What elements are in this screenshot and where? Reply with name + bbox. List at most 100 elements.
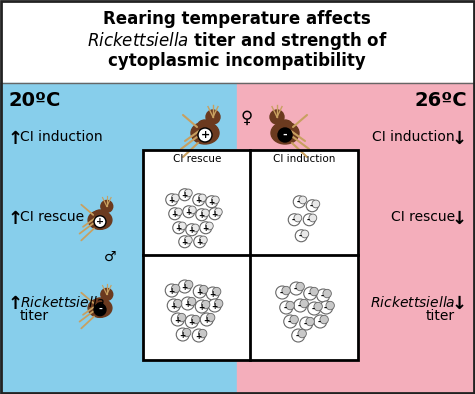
Circle shape	[206, 222, 213, 230]
Text: titer: titer	[426, 309, 455, 323]
Circle shape	[214, 299, 223, 308]
Circle shape	[191, 315, 200, 324]
Circle shape	[290, 282, 303, 295]
Text: +: +	[211, 302, 217, 310]
Text: -: -	[98, 305, 102, 314]
Circle shape	[326, 301, 334, 310]
Text: -: -	[297, 198, 300, 207]
Ellipse shape	[94, 298, 106, 307]
Circle shape	[310, 287, 318, 296]
Text: +: +	[211, 210, 217, 219]
Text: +: +	[96, 217, 104, 226]
Circle shape	[171, 313, 184, 326]
Circle shape	[195, 300, 208, 313]
Circle shape	[209, 208, 221, 220]
Bar	[0, 0, 475, 83]
Circle shape	[294, 214, 302, 222]
Circle shape	[206, 287, 219, 300]
Circle shape	[278, 128, 292, 142]
Text: $\it{Rickettsiella}$: $\it{Rickettsiella}$	[20, 295, 105, 310]
Circle shape	[200, 285, 208, 294]
Text: -: -	[280, 289, 283, 297]
Circle shape	[299, 196, 307, 204]
Text: ♂: ♂	[104, 250, 116, 264]
Text: ↓: ↓	[452, 295, 467, 313]
Circle shape	[166, 194, 178, 206]
Text: -: -	[307, 216, 310, 225]
Text: ↓: ↓	[452, 130, 467, 148]
Text: $\it{Rickettsiella}$: $\it{Rickettsiella}$	[370, 295, 455, 310]
Circle shape	[191, 224, 199, 232]
Circle shape	[296, 282, 304, 291]
Circle shape	[200, 222, 212, 234]
Text: +: +	[203, 316, 209, 325]
Text: -: -	[294, 284, 297, 294]
Text: -: -	[308, 290, 311, 299]
Bar	[143, 150, 358, 360]
Text: ↑: ↑	[8, 295, 23, 313]
Text: -: -	[299, 232, 302, 241]
Text: +: +	[198, 303, 204, 312]
Circle shape	[309, 214, 317, 222]
Circle shape	[207, 313, 215, 322]
Text: CI rescue: CI rescue	[391, 210, 455, 224]
Text: cytoplasmic incompatibility: cytoplasmic incompatibility	[108, 52, 366, 70]
Text: 20ºC: 20ºC	[8, 91, 60, 110]
Circle shape	[270, 110, 284, 124]
Text: +: +	[168, 196, 174, 205]
Circle shape	[94, 304, 106, 316]
Text: ↑: ↑	[8, 210, 23, 228]
Text: +: +	[188, 318, 194, 327]
Circle shape	[304, 287, 317, 300]
Circle shape	[308, 302, 321, 315]
Circle shape	[320, 301, 333, 314]
Circle shape	[282, 286, 290, 295]
Text: +: +	[198, 211, 204, 220]
Text: -: -	[283, 130, 287, 140]
Circle shape	[298, 329, 306, 338]
Circle shape	[198, 128, 212, 142]
Circle shape	[101, 288, 113, 300]
Circle shape	[301, 230, 309, 238]
Circle shape	[206, 110, 220, 124]
Circle shape	[292, 329, 305, 342]
Ellipse shape	[278, 120, 292, 130]
Text: +: +	[174, 316, 180, 325]
Circle shape	[290, 315, 298, 324]
Circle shape	[169, 208, 181, 220]
Circle shape	[288, 214, 300, 226]
Circle shape	[193, 285, 206, 298]
Circle shape	[201, 300, 210, 309]
Circle shape	[183, 206, 195, 218]
Circle shape	[171, 194, 179, 202]
Circle shape	[179, 189, 191, 201]
Ellipse shape	[198, 120, 212, 130]
Ellipse shape	[191, 122, 219, 144]
Text: +: +	[168, 287, 174, 296]
Bar	[0, 83, 237, 394]
Text: -: -	[318, 318, 321, 327]
Circle shape	[178, 313, 186, 322]
Circle shape	[320, 315, 328, 324]
Text: CI rescue: CI rescue	[172, 154, 221, 164]
Circle shape	[178, 280, 191, 293]
Circle shape	[199, 194, 206, 202]
Circle shape	[212, 287, 221, 296]
Text: +: +	[181, 238, 187, 247]
Text: Rearing temperature affects: Rearing temperature affects	[103, 10, 371, 28]
Circle shape	[323, 289, 332, 298]
Circle shape	[173, 222, 185, 234]
Text: CI induction: CI induction	[273, 154, 335, 164]
Circle shape	[200, 313, 213, 326]
Bar	[237, 83, 475, 394]
Circle shape	[174, 208, 182, 216]
Circle shape	[184, 236, 192, 244]
Text: -: -	[304, 320, 307, 329]
Text: ♀: ♀	[241, 109, 253, 127]
Circle shape	[306, 317, 314, 326]
Text: +: +	[170, 302, 176, 310]
Circle shape	[300, 299, 308, 308]
Circle shape	[165, 284, 178, 297]
Circle shape	[179, 222, 186, 230]
Text: -: -	[296, 332, 299, 341]
